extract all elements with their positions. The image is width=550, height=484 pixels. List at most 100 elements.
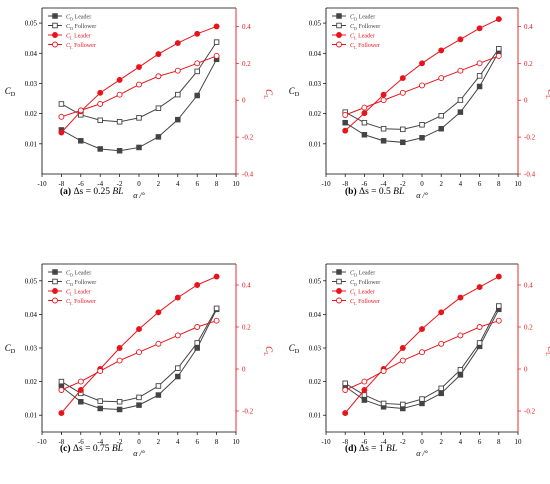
data-point-1 (136, 394, 142, 401)
data-point-3 (476, 324, 483, 330)
data-point-2 (342, 410, 349, 417)
data-point-2 (438, 47, 445, 54)
legend-entry: CL Leader (350, 289, 375, 296)
data-point-3 (77, 107, 84, 114)
data-point-3 (380, 368, 387, 375)
data-point-2 (136, 326, 142, 333)
data-point-0 (380, 138, 387, 144)
x-tick-label: 4 (176, 180, 180, 188)
data-point-0 (476, 83, 483, 90)
data-point-0 (361, 397, 368, 403)
x-tick-label: 2 (439, 180, 443, 188)
data-point-2 (58, 410, 65, 417)
data-point-3 (361, 104, 368, 111)
data-point-3 (58, 113, 65, 120)
data-point-1 (116, 119, 123, 125)
data-point-3 (77, 378, 84, 385)
data-point-3 (155, 340, 162, 347)
data-point-3 (155, 73, 162, 80)
data-point-0 (438, 390, 444, 397)
legend-entry: CL Follower (66, 299, 96, 306)
legend-entry: CL Follower (350, 43, 380, 50)
data-point-1 (155, 105, 162, 111)
data-point-0 (97, 146, 103, 152)
x-tick-label: 6 (478, 180, 482, 188)
legend-entry: CD Follower (66, 280, 96, 287)
data-point-1 (194, 340, 200, 346)
data-point-3 (194, 324, 201, 330)
data-point-3 (194, 60, 201, 67)
y-right-tick-label: 0.2 (242, 60, 251, 68)
data-point-1 (419, 122, 425, 128)
x-tick-label: 4 (459, 180, 463, 188)
legend-entry: CD Leader (350, 270, 375, 277)
data-point-2 (495, 16, 502, 23)
data-point-2 (174, 40, 181, 46)
y-right-tick-label: -0.2 (524, 408, 536, 416)
y-right-tick-label: 0.2 (524, 324, 533, 332)
y-left-tick-label: 0.02 (25, 110, 38, 118)
data-point-3 (419, 349, 425, 356)
data-point-3 (174, 67, 181, 74)
x-tick-label: 0 (137, 180, 141, 188)
legend-entry: CD Follower (66, 24, 96, 31)
x-tick-label: -4 (97, 180, 103, 188)
x-tick-label: -8 (342, 180, 348, 188)
panel-caption: (c) Δs = 0.75 BL (60, 444, 123, 454)
panel-c: -10 -8 -6 -4 -2 0 2 4 6 8 10 α /° 0.01 0.02 0.03 0.04 0.… (5, 263, 274, 458)
data-point-0 (175, 116, 181, 123)
x-tick-label: 8 (497, 438, 501, 446)
x-tick-label: -2 (117, 180, 123, 188)
data-point-2 (97, 89, 104, 96)
x-tick-label: -4 (97, 438, 103, 446)
x-tick-label: -8 (58, 438, 64, 446)
data-point-0 (78, 138, 84, 144)
data-point-0 (194, 92, 200, 99)
x-tick-label: -6 (361, 180, 367, 188)
data-point-3 (457, 332, 464, 339)
data-point-1 (213, 39, 220, 45)
x-tick-label: -10 (321, 438, 331, 446)
data-point-1 (116, 399, 123, 405)
y-right-axis-label: CL (544, 346, 550, 356)
data-point-1 (438, 385, 444, 392)
data-point-2 (155, 309, 162, 316)
data-point-2 (155, 51, 162, 58)
x-tick-label: -10 (321, 180, 331, 188)
data-point-2 (457, 294, 464, 301)
data-point-2 (136, 64, 142, 70)
series-line-2 (61, 276, 217, 414)
y-left-axis-label: CD (289, 86, 300, 98)
data-point-2 (342, 127, 349, 134)
y-left-tick-label: 0.01 (309, 412, 322, 420)
data-point-1 (213, 305, 220, 312)
data-point-0 (457, 372, 464, 378)
data-point-0 (194, 345, 200, 351)
data-point-2 (438, 309, 445, 316)
y-right-tick-label: 0.4 (242, 23, 251, 31)
data-point-2 (419, 326, 425, 333)
y-left-tick-label: 0.04 (25, 50, 38, 58)
y-left-tick-label: 0.04 (25, 311, 38, 319)
y-left-tick-label: 0.04 (309, 311, 322, 319)
data-point-1 (97, 398, 103, 404)
series-line-0 (344, 309, 500, 409)
legend-marker (52, 297, 58, 304)
y-left-axis-label: CD (289, 343, 300, 355)
data-point-3 (213, 53, 220, 59)
data-point-3 (419, 82, 425, 89)
x-tick-label: -10 (37, 438, 47, 446)
legend-entry: CD Leader (350, 14, 375, 21)
x-tick-label: -4 (381, 438, 387, 446)
x-tick-label: 2 (439, 438, 443, 446)
legend-entry: CD Leader (66, 14, 91, 21)
data-point-1 (400, 401, 406, 408)
data-point-2 (399, 75, 406, 82)
y-right-tick-label: 0.2 (242, 324, 251, 332)
data-point-1 (419, 396, 425, 402)
data-point-2 (116, 76, 123, 83)
x-tick-label: 8 (215, 438, 219, 446)
x-tick-label: -8 (58, 180, 64, 188)
x-axis-label: α /° (133, 449, 145, 458)
